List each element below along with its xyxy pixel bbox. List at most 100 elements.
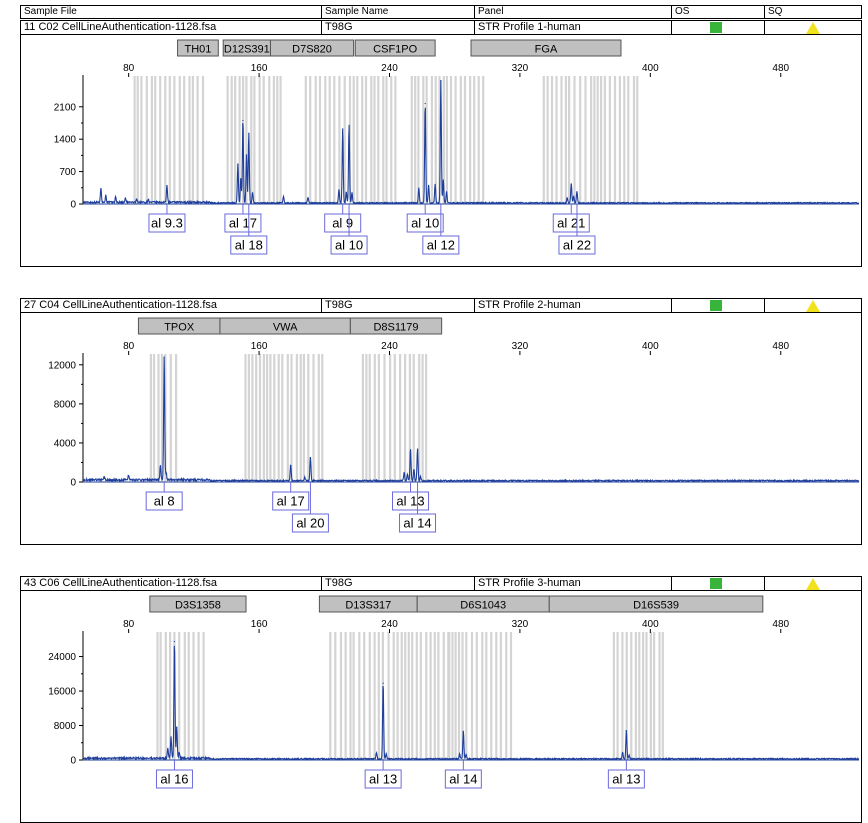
col-sample-file-header[interactable]: Sample File xyxy=(24,6,77,17)
allele-bin xyxy=(425,354,428,482)
allele-bin xyxy=(568,76,571,204)
marker-bar[interactable]: D3S1358 xyxy=(149,595,247,613)
allele-call[interactable]: al 10 xyxy=(330,204,368,255)
marker-bar[interactable]: CSF1PO xyxy=(354,39,436,57)
allele-bin xyxy=(173,76,176,204)
allele-call[interactable]: al 14 xyxy=(399,482,437,533)
marker-label: CSF1PO xyxy=(373,44,417,56)
allele-bin xyxy=(154,76,157,204)
marker-bar[interactable]: VWA xyxy=(219,317,351,335)
peak-point xyxy=(242,120,244,122)
marker-bar[interactable]: D8S1179 xyxy=(349,317,443,335)
allele-bin xyxy=(164,354,167,482)
allele-call-box xyxy=(406,213,444,233)
sq-warning-triangle-icon[interactable] xyxy=(806,300,820,312)
allele-call[interactable]: al 13 xyxy=(364,760,402,789)
profile-panel-3[interactable]: 43 C06 CellLineAuthentication-1128.fsa T… xyxy=(20,576,862,823)
allele-bin xyxy=(394,76,397,204)
allele-bin xyxy=(579,76,582,204)
os-status-square-icon[interactable] xyxy=(710,22,722,33)
column-separator xyxy=(671,6,672,18)
marker-bar[interactable]: TH01 xyxy=(177,39,219,57)
allele-bin xyxy=(429,632,432,760)
marker-bar[interactable]: D7S820 xyxy=(269,39,355,57)
os-status-square-icon[interactable] xyxy=(710,578,722,589)
electropherogram-plot[interactable]: D3S1358 D13S317 D6S1043 D16S539 80 160 240 320 4… xyxy=(21,591,861,809)
x-tick-label: 320 xyxy=(512,341,529,352)
allele-call[interactable]: al 16 xyxy=(155,760,193,789)
marker-label: D8S1179 xyxy=(373,322,418,334)
peak-point xyxy=(100,188,102,190)
marker-bar[interactable]: D6S1043 xyxy=(416,595,550,613)
y-tick-label: 0 xyxy=(70,200,76,211)
allele-bin xyxy=(499,632,502,760)
column-separator xyxy=(671,577,672,590)
allele-call[interactable]: al 13 xyxy=(607,760,645,789)
allele-bin xyxy=(273,354,276,482)
allele-call[interactable]: al 9 xyxy=(324,204,362,233)
allele-call[interactable]: al 14 xyxy=(444,760,482,789)
allele-call-label: al 14 xyxy=(403,516,431,531)
allele-call[interactable]: al 10 xyxy=(406,204,444,233)
electropherogram-plot[interactable]: TPOX VWA D8S1179 80 160 240 320 400 480 0 4000 8000… xyxy=(21,313,861,544)
x-tick-label: 80 xyxy=(123,619,135,630)
profile-panel-1[interactable]: 11 C02 CellLineAuthentication-1128.fsa T… xyxy=(20,20,862,267)
allele-bin xyxy=(196,76,199,204)
profile-panel-2[interactable]: 27 C04 CellLineAuthentication-1128.fsa T… xyxy=(20,298,862,545)
allele-call-label: al 12 xyxy=(427,238,455,253)
allele-call-label: al 8 xyxy=(154,494,175,509)
col-panel-header[interactable]: Panel xyxy=(478,6,504,17)
os-status-square-icon[interactable] xyxy=(710,300,722,311)
allele-call-box xyxy=(607,769,645,789)
allele-bin xyxy=(266,354,269,482)
allele-call[interactable]: al 17 xyxy=(272,482,310,511)
col-os-header[interactable]: OS xyxy=(675,6,690,17)
col-sq-header[interactable]: SQ xyxy=(768,6,783,17)
col-sample-name-header[interactable]: Sample Name xyxy=(325,6,389,17)
allele-call[interactable]: al 9.3 xyxy=(148,204,186,233)
allele-call[interactable]: al 18 xyxy=(230,204,268,255)
allele-call[interactable]: al 17 xyxy=(224,204,262,233)
peak-point xyxy=(245,154,248,156)
allele-bin xyxy=(459,76,462,204)
allele-bin xyxy=(255,354,258,482)
allele-bin xyxy=(302,354,305,482)
marker-bar-box xyxy=(548,595,764,613)
marker-bar[interactable]: FGA xyxy=(470,39,622,57)
allele-bin xyxy=(363,632,366,760)
peak-point xyxy=(622,752,624,755)
allele-bin xyxy=(159,76,162,204)
trace-line xyxy=(83,79,860,206)
marker-bar-box xyxy=(269,39,355,57)
allele-bin xyxy=(658,632,661,760)
allele-call[interactable]: al 13 xyxy=(392,482,430,511)
marker-bar[interactable]: D13S317 xyxy=(318,595,418,613)
allele-bin xyxy=(152,354,156,482)
marker-bar[interactable]: D16S539 xyxy=(548,595,764,613)
allele-bin xyxy=(160,354,164,482)
allele-bin xyxy=(542,76,545,204)
x-tick-label: 480 xyxy=(772,341,789,352)
allele-call[interactable]: al 8 xyxy=(145,482,183,511)
y-tick-label: 2100 xyxy=(54,102,77,113)
allele-call[interactable]: al 12 xyxy=(422,204,460,255)
allele-call[interactable]: al 21 xyxy=(552,204,590,233)
sq-warning-triangle-icon[interactable] xyxy=(806,22,820,34)
allele-bin xyxy=(393,354,396,482)
sq-warning-triangle-icon[interactable] xyxy=(806,578,820,590)
allele-bin xyxy=(546,76,549,204)
allele-bin xyxy=(175,354,178,482)
allele-call[interactable]: al 22 xyxy=(558,204,596,255)
peak-point xyxy=(290,464,292,466)
marker-bar[interactable]: TPOX xyxy=(137,317,221,335)
allele-bin xyxy=(408,354,411,482)
marker-bar[interactable]: D12S391 xyxy=(222,39,271,57)
allele-bin xyxy=(590,76,593,204)
allele-call-box xyxy=(422,235,460,255)
allele-call-box xyxy=(291,513,329,533)
allele-call[interactable]: al 20 xyxy=(291,482,329,533)
allele-call-label: al 21 xyxy=(557,216,585,231)
x-tick-label: 160 xyxy=(251,341,268,352)
allele-bin xyxy=(419,632,422,760)
electropherogram-plot[interactable]: TH01 D12S391 D7S820 CSF1PO FGA 80 160 240 320 400… xyxy=(21,35,861,266)
